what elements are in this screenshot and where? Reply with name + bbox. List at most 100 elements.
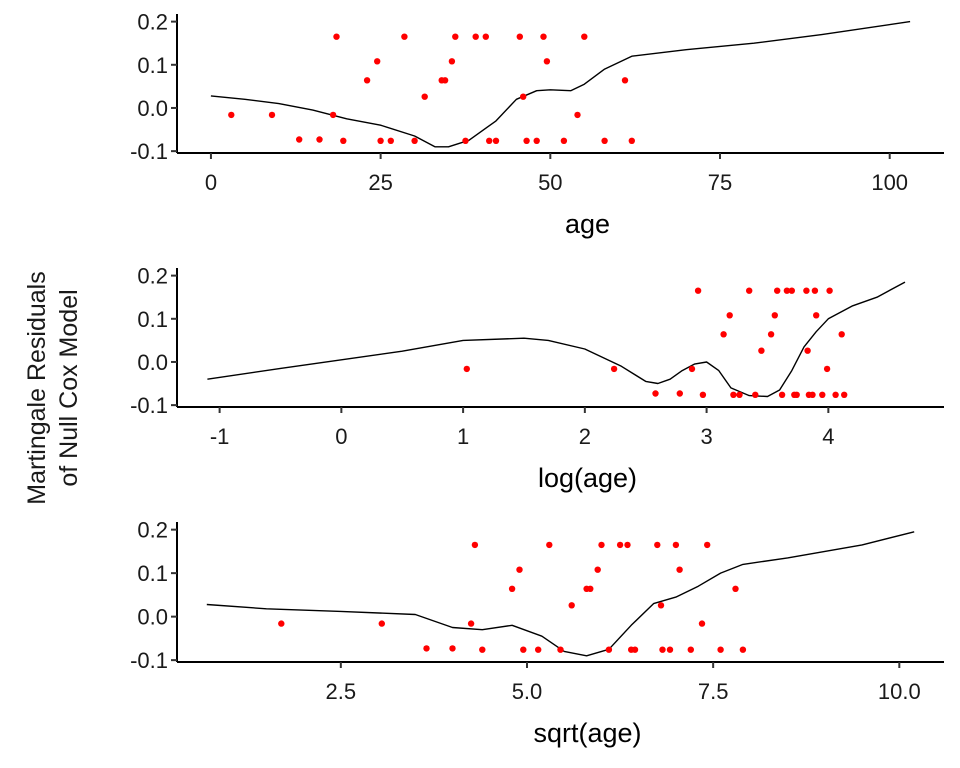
age-data-point — [340, 137, 347, 144]
sqrt-age-y-tick-label: 0.2 — [137, 518, 168, 543]
age-smooth-line — [210, 20, 911, 148]
log-age-data-point — [778, 391, 786, 398]
age-data-point — [486, 137, 493, 144]
sqrt-age-data-point — [378, 620, 385, 627]
log-age-data-point — [819, 391, 826, 398]
age-data-point — [268, 111, 276, 119]
age-data-point — [520, 93, 527, 100]
sqrt-age-data-point — [624, 541, 631, 549]
age-data-point — [628, 137, 635, 144]
sqrt-age-data-point — [657, 602, 665, 609]
sqrt-age-data-point — [278, 620, 285, 627]
log-age-data-point — [676, 390, 683, 397]
age-data-point — [533, 137, 540, 144]
sqrt-age-x-tick-label: 10.0 — [878, 679, 921, 704]
age-data-point — [560, 137, 568, 144]
age-x-tick-label: 0 — [205, 170, 217, 195]
log-age-data-point — [652, 390, 659, 397]
log-age-data-point — [771, 312, 778, 319]
sqrt-age-data-point — [449, 645, 456, 652]
age-x-tick-label: 75 — [708, 170, 732, 195]
log-age-y-tick-label: 0.0 — [137, 350, 168, 375]
age-data-point — [523, 137, 530, 144]
sqrt-age-panel: -0.1 0.0 0.1 0.2 2.5 5.0 7.5 10.0 sqrt(age) — [130, 518, 944, 748]
sqrt-age-data-point — [672, 541, 680, 549]
sqrt-age-data-point — [659, 646, 666, 653]
log-age-x-axis-title: log(age) — [538, 463, 637, 493]
age-data-point — [296, 136, 303, 143]
log-age-data-point — [774, 287, 781, 294]
age-data-point — [377, 137, 384, 144]
age-y-tick-label: 0.1 — [137, 53, 168, 78]
age-y-tick-label: -0.1 — [130, 139, 168, 164]
log-age-x-tick-label: 4 — [822, 424, 834, 449]
age-x-tick-label: 100 — [871, 170, 908, 195]
log-age-data-point — [826, 287, 833, 294]
age-data-point — [540, 33, 547, 40]
age-data-point — [401, 33, 408, 40]
sqrt-age-data-point — [654, 541, 661, 549]
sqrt-age-data-point — [587, 585, 594, 592]
sqrt-age-data-point — [698, 620, 706, 627]
log-age-y-tick-label: 0.2 — [137, 264, 168, 289]
sqrt-age-data-point — [732, 585, 739, 592]
log-age-x-tick-label: 0 — [335, 424, 347, 449]
sqrt-age-data-point — [666, 646, 674, 653]
log-age-data-point — [813, 312, 820, 319]
log-age-data-point — [783, 287, 791, 294]
sqrt-age-plot-area — [206, 531, 915, 657]
age-data-point — [387, 137, 394, 144]
age-x-axis-title: age — [565, 209, 610, 239]
sqrt-age-data-point — [717, 646, 724, 653]
sqrt-age-data-point — [594, 566, 601, 573]
log-age-smooth-line — [207, 281, 906, 398]
log-age-y-tick-label: -0.1 — [130, 393, 168, 418]
age-data-point — [581, 33, 588, 40]
log-age-x-tick-label: 2 — [579, 424, 591, 449]
age-data-point — [472, 33, 479, 40]
sqrt-age-x-tick-label: 7.5 — [698, 679, 729, 704]
sqrt-age-data-point — [546, 541, 553, 549]
log-age-data-point — [767, 331, 775, 338]
sqrt-age-data-point — [520, 646, 527, 653]
age-data-point — [601, 137, 608, 144]
age-data-point — [329, 111, 337, 119]
age-data-point — [421, 93, 428, 100]
log-age-data-point — [746, 287, 753, 294]
log-age-data-point — [752, 391, 759, 398]
age-data-point — [316, 136, 323, 143]
age-y-tick-label: 0.0 — [137, 96, 168, 121]
log-age-data-point — [804, 347, 811, 354]
log-age-data-point — [699, 391, 707, 398]
age-x-tick-label: 25 — [368, 170, 392, 195]
sqrt-age-data-point — [516, 566, 523, 573]
age-x-tick-label: 50 — [538, 170, 562, 195]
log-age-x-tick-label: 3 — [700, 424, 712, 449]
log-age-data-point — [793, 391, 800, 398]
sqrt-age-data-point — [557, 646, 564, 653]
log-age-data-point — [803, 287, 810, 294]
log-age-panel: -0.1 0.0 0.1 0.2 -1 0 1 2 3 4 log(age) — [130, 264, 944, 493]
sqrt-age-data-point — [568, 602, 575, 609]
log-age-plot-area — [207, 281, 906, 398]
age-data-point — [543, 58, 551, 65]
sqrt-age-y-tick-label: 0.1 — [137, 561, 168, 586]
log-age-data-point — [809, 391, 816, 398]
age-data-point — [333, 33, 340, 40]
log-age-data-point — [823, 365, 831, 373]
sqrt-age-y-tick-label: 0.0 — [137, 605, 168, 630]
age-plot-area — [210, 20, 911, 148]
sqrt-age-x-tick-label: 5.0 — [512, 679, 543, 704]
log-age-data-point — [758, 347, 765, 354]
age-data-point — [492, 137, 500, 144]
age-data-point — [374, 58, 381, 65]
log-age-data-point — [838, 331, 845, 338]
age-data-point — [482, 33, 489, 40]
sqrt-age-data-point — [598, 541, 605, 549]
age-data-point — [228, 111, 235, 119]
sqrt-age-data-point — [471, 541, 479, 549]
sqrt-age-smooth-line — [206, 531, 915, 657]
age-data-point — [452, 33, 459, 40]
sqrt-age-data-point — [605, 646, 613, 653]
